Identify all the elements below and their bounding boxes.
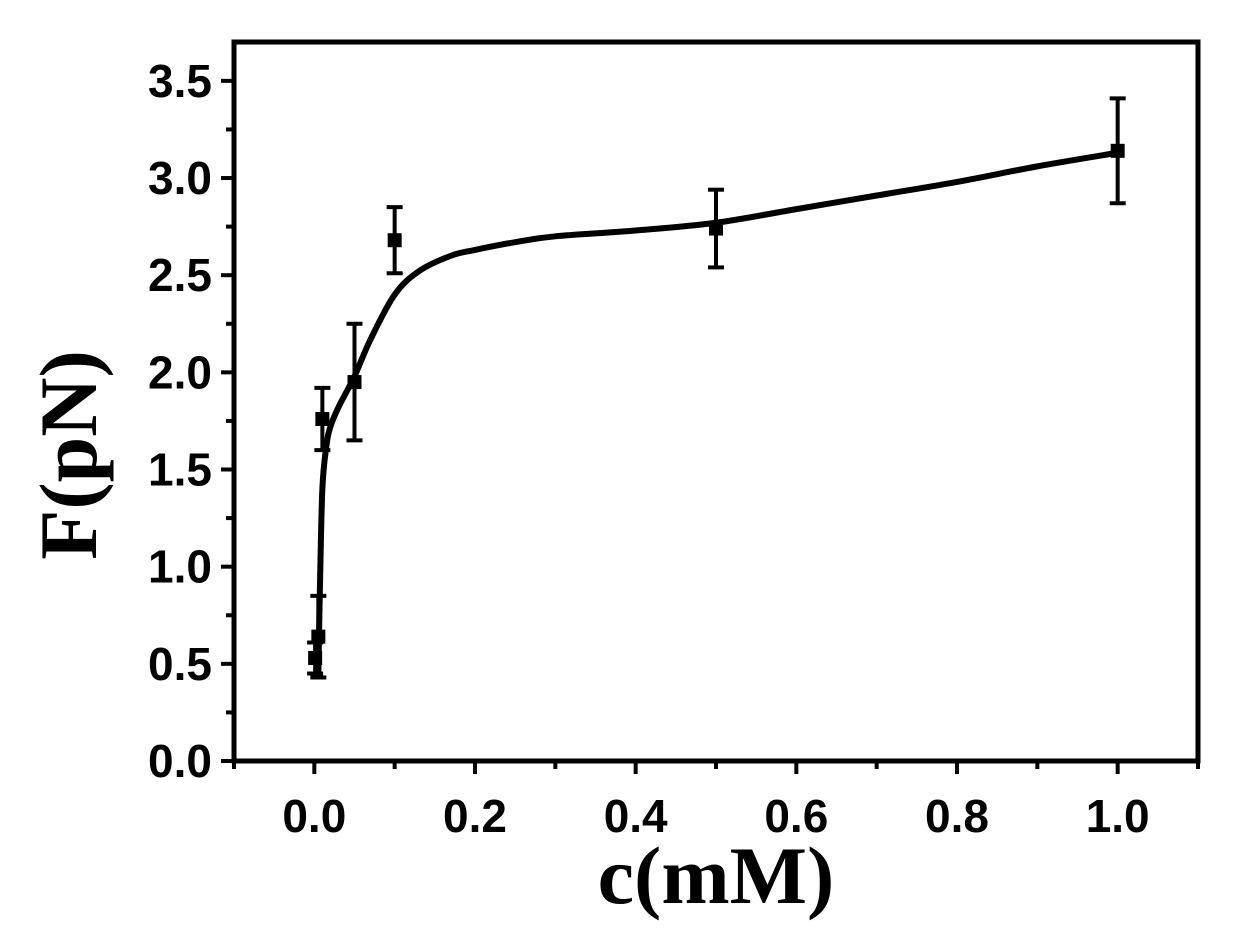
y-tick-label: 1.5 [148,444,212,496]
x-tick-label: 1.0 [1086,790,1150,842]
fit-curve [315,149,1121,677]
x-tick-label: 0.0 [282,790,346,842]
data-point [386,205,403,276]
x-tick-label: 0.6 [764,790,828,842]
data-point [314,385,331,453]
y-tick-label: 1.0 [148,541,212,593]
y-tick-label: 2.5 [148,249,212,301]
y-axis-title: F(pN) [23,350,114,560]
square-marker [315,411,330,426]
square-marker [709,221,723,236]
square-marker [311,629,326,644]
ticks-layer: 0.0 0.2 0.4 0.6 0.8 1.0 0.0 0.5 1.0 1.5 2.0 2.5 3.0 3… [148,55,1200,842]
y-tick-label: 0.0 [148,735,212,787]
data-point [310,593,327,680]
square-marker [1110,143,1125,158]
x-tick-label: 0.4 [604,790,668,842]
fit-curve-layer [315,149,1121,677]
x-axis-title: c(mM) [598,830,835,921]
data-point [1109,96,1126,206]
x-tick-label: 0.8 [925,790,989,842]
square-marker [387,233,402,248]
data-points-layer [307,96,1126,680]
y-tick-label: 2.0 [148,346,212,398]
x-tick-label: 0.2 [443,790,507,842]
y-tick-label: 3.0 [148,152,212,204]
data-point [708,187,724,270]
data-point [346,321,363,443]
y-tick-label: 3.5 [148,55,212,107]
square-marker [347,375,362,390]
y-tick-label: 0.5 [148,638,212,690]
plot-frame [231,39,1201,764]
